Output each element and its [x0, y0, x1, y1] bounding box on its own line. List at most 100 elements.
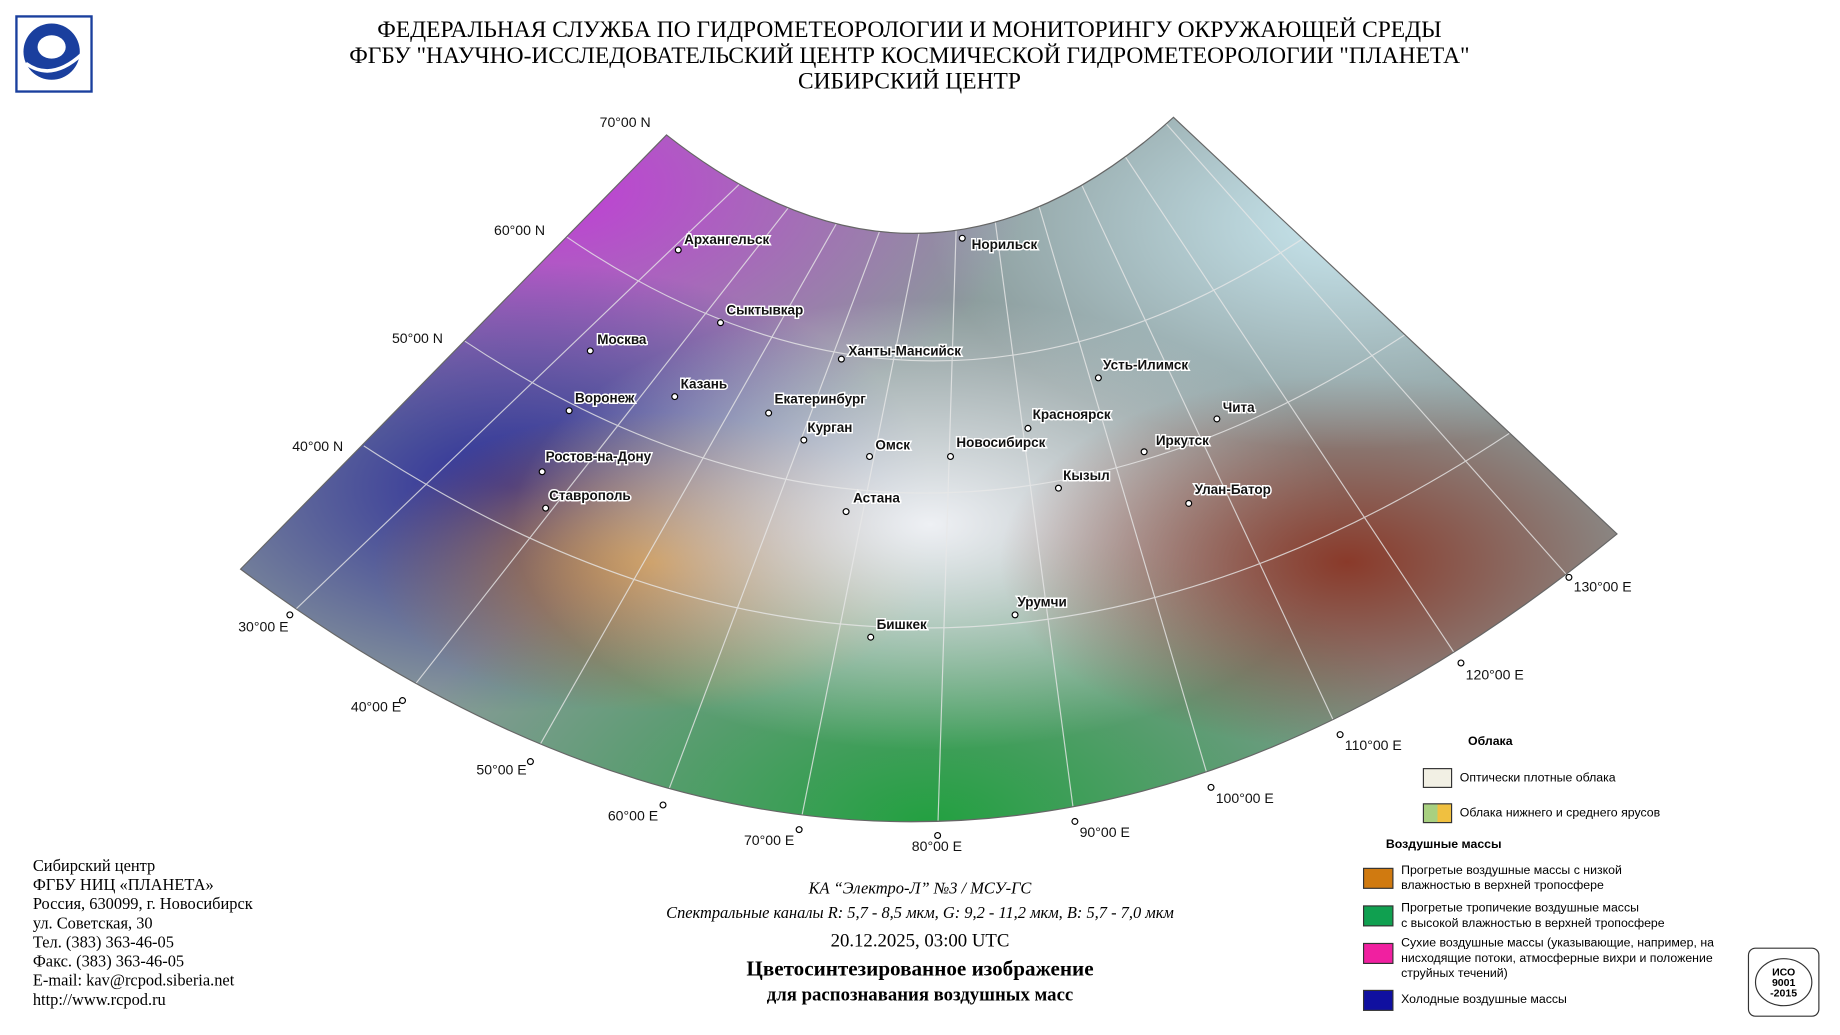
city-dot	[1054, 484, 1062, 492]
map-frame	[239, 116, 1618, 823]
city-label: Новосибирск	[956, 435, 1045, 450]
city-label: Омск	[875, 437, 910, 452]
address-line: Факс. (383) 363-46-05	[33, 952, 184, 971]
badge-text: 9001	[1772, 977, 1796, 989]
longitude-dot	[286, 611, 294, 619]
address-line: ФГБУ НИЦ «ПЛАНЕТА»	[33, 875, 214, 894]
legend-text: нисходящие потоки, атмосферные вихри и п…	[1401, 951, 1713, 965]
badge-text: -2015	[1770, 988, 1797, 1000]
legend-text: Прогретые воздушные массы с низкой	[1401, 863, 1622, 877]
channels: Спектральные каналы R: 5,7 - 8,5 мкм, G:…	[666, 903, 1174, 922]
city-dot	[565, 407, 573, 415]
city-label: Воронеж	[575, 391, 635, 406]
city-dot	[671, 393, 679, 401]
longitude-dot	[526, 758, 534, 766]
longitude-dot	[1457, 659, 1465, 667]
city-label: Иркутск	[1156, 433, 1209, 448]
longitude-label: 60°00 E	[608, 807, 658, 823]
longitude-label: 80°00 E	[912, 838, 962, 854]
legend-text: с высокой влажностью в верхней тропосфер…	[1401, 916, 1665, 930]
city-label: Кызыл	[1063, 468, 1110, 483]
city-label: Казань	[681, 376, 728, 391]
city-dot	[800, 436, 808, 444]
longitude-label: 70°00 E	[744, 832, 794, 848]
city-label: Чита	[1223, 400, 1255, 415]
city-label: Москва	[597, 332, 647, 347]
address-line: Россия, 630099, г. Новосибирск	[33, 894, 253, 913]
city-label: Астана	[853, 490, 900, 505]
legend-text: Холодные воздушные массы	[1401, 992, 1567, 1006]
legend-title: Воздушные массы	[1386, 837, 1502, 851]
legend-swatch	[1422, 768, 1453, 788]
longitude-label: 40°00 E	[351, 698, 401, 714]
city-dot	[958, 234, 966, 242]
address-line: http://www.rcpod.ru	[33, 990, 166, 1009]
address-line: ул. Советская, 30	[33, 913, 153, 932]
header-line: СИБИРСКИЙ ЦЕНТР	[798, 69, 1021, 95]
city-dot	[1024, 424, 1032, 432]
longitude-label: 100°00 E	[1216, 790, 1274, 806]
satellite: КА “Электро-Л” №3 / МСУ-ГС	[808, 878, 1033, 897]
city-dot	[1185, 499, 1193, 507]
legend: Облака Оптически плотные облака Облака н…	[1362, 734, 1714, 1011]
longitude-label: 120°00 E	[1466, 667, 1524, 683]
longitude-label: 90°00 E	[1080, 824, 1130, 840]
logo	[15, 15, 93, 93]
city-dot	[1094, 374, 1102, 382]
legend-text: Облака нижнего и среднего ярусов	[1460, 805, 1660, 819]
legend-title: Облака	[1468, 734, 1513, 748]
longitude-dot	[795, 826, 803, 834]
city-dot	[1140, 448, 1148, 456]
city-label: Ростов-на-Дону	[546, 449, 652, 464]
city-dot	[1213, 415, 1221, 423]
city-dot	[866, 452, 874, 460]
longitude-dot	[1071, 817, 1079, 825]
address-line: Сибирский центр	[33, 856, 155, 875]
city-label: Екатеринбург	[774, 392, 866, 407]
city-label: Архангельск	[684, 232, 769, 247]
city-dot	[674, 246, 682, 254]
address-line: Тел. (383) 363-46-05	[33, 932, 174, 951]
city-dot	[1011, 611, 1019, 619]
city-dot	[586, 347, 594, 355]
legend-swatch	[1362, 989, 1394, 1011]
city-label: Усть-Илимск	[1103, 358, 1188, 373]
map-labels: Архангельск Норильск Сыктывкар Москва Ханты-…	[238, 114, 1632, 854]
longitude-label: 130°00 E	[1574, 579, 1632, 595]
latitude-label: 70°00 N	[600, 114, 651, 130]
legend-swatch	[1362, 942, 1394, 965]
city-label: Ставрополь	[549, 488, 631, 503]
longitude-dot	[1207, 783, 1215, 791]
legend-text: Сухие воздушные массы (указывающие, напр…	[1401, 936, 1714, 950]
header-line: ФГБУ "НАУЧНО-ИССЛЕДОВАТЕЛЬСКИЙ ЦЕНТР КОС…	[349, 43, 1469, 69]
city-dot	[542, 504, 550, 512]
city-label: Урумчи	[1017, 595, 1066, 610]
satellite-image	[240, 117, 1618, 822]
legend-swatch	[1362, 905, 1394, 927]
badge-text: ИСО	[1772, 967, 1795, 979]
longitude-dot	[1565, 573, 1573, 581]
legend-text: струйных течений)	[1401, 966, 1508, 980]
legend-text: Прогретые тропичекие воздушные массы	[1401, 901, 1639, 915]
city-dot	[765, 409, 773, 417]
longitude-label: 30°00 E	[238, 619, 288, 635]
iso-badge: ИСО 9001 -2015	[1747, 947, 1820, 1017]
city-dot	[538, 468, 546, 476]
city-label: Красноярск	[1033, 407, 1111, 422]
legend-swatch	[1362, 867, 1394, 889]
city-label: Ханты-Мансийск	[848, 344, 961, 359]
city-dot	[837, 355, 845, 363]
latitude-label: 40°00 N	[292, 438, 343, 454]
product-title: для распознавания воздушных масс	[767, 985, 1073, 1006]
city-label: Улан-Батор	[1195, 482, 1271, 497]
city-label: Норильск	[972, 237, 1038, 252]
city-label: Сыктывкар	[726, 303, 803, 318]
city-label: Бишкек	[877, 617, 927, 632]
product-title: Цветосинтезированное изображение	[746, 956, 1093, 980]
legend-swatch	[1437, 803, 1452, 823]
header-line: ФЕДЕРАЛЬНАЯ СЛУЖБА ПО ГИДРОМЕТЕОРОЛОГИИ …	[377, 17, 1441, 43]
city-dot	[716, 319, 725, 327]
